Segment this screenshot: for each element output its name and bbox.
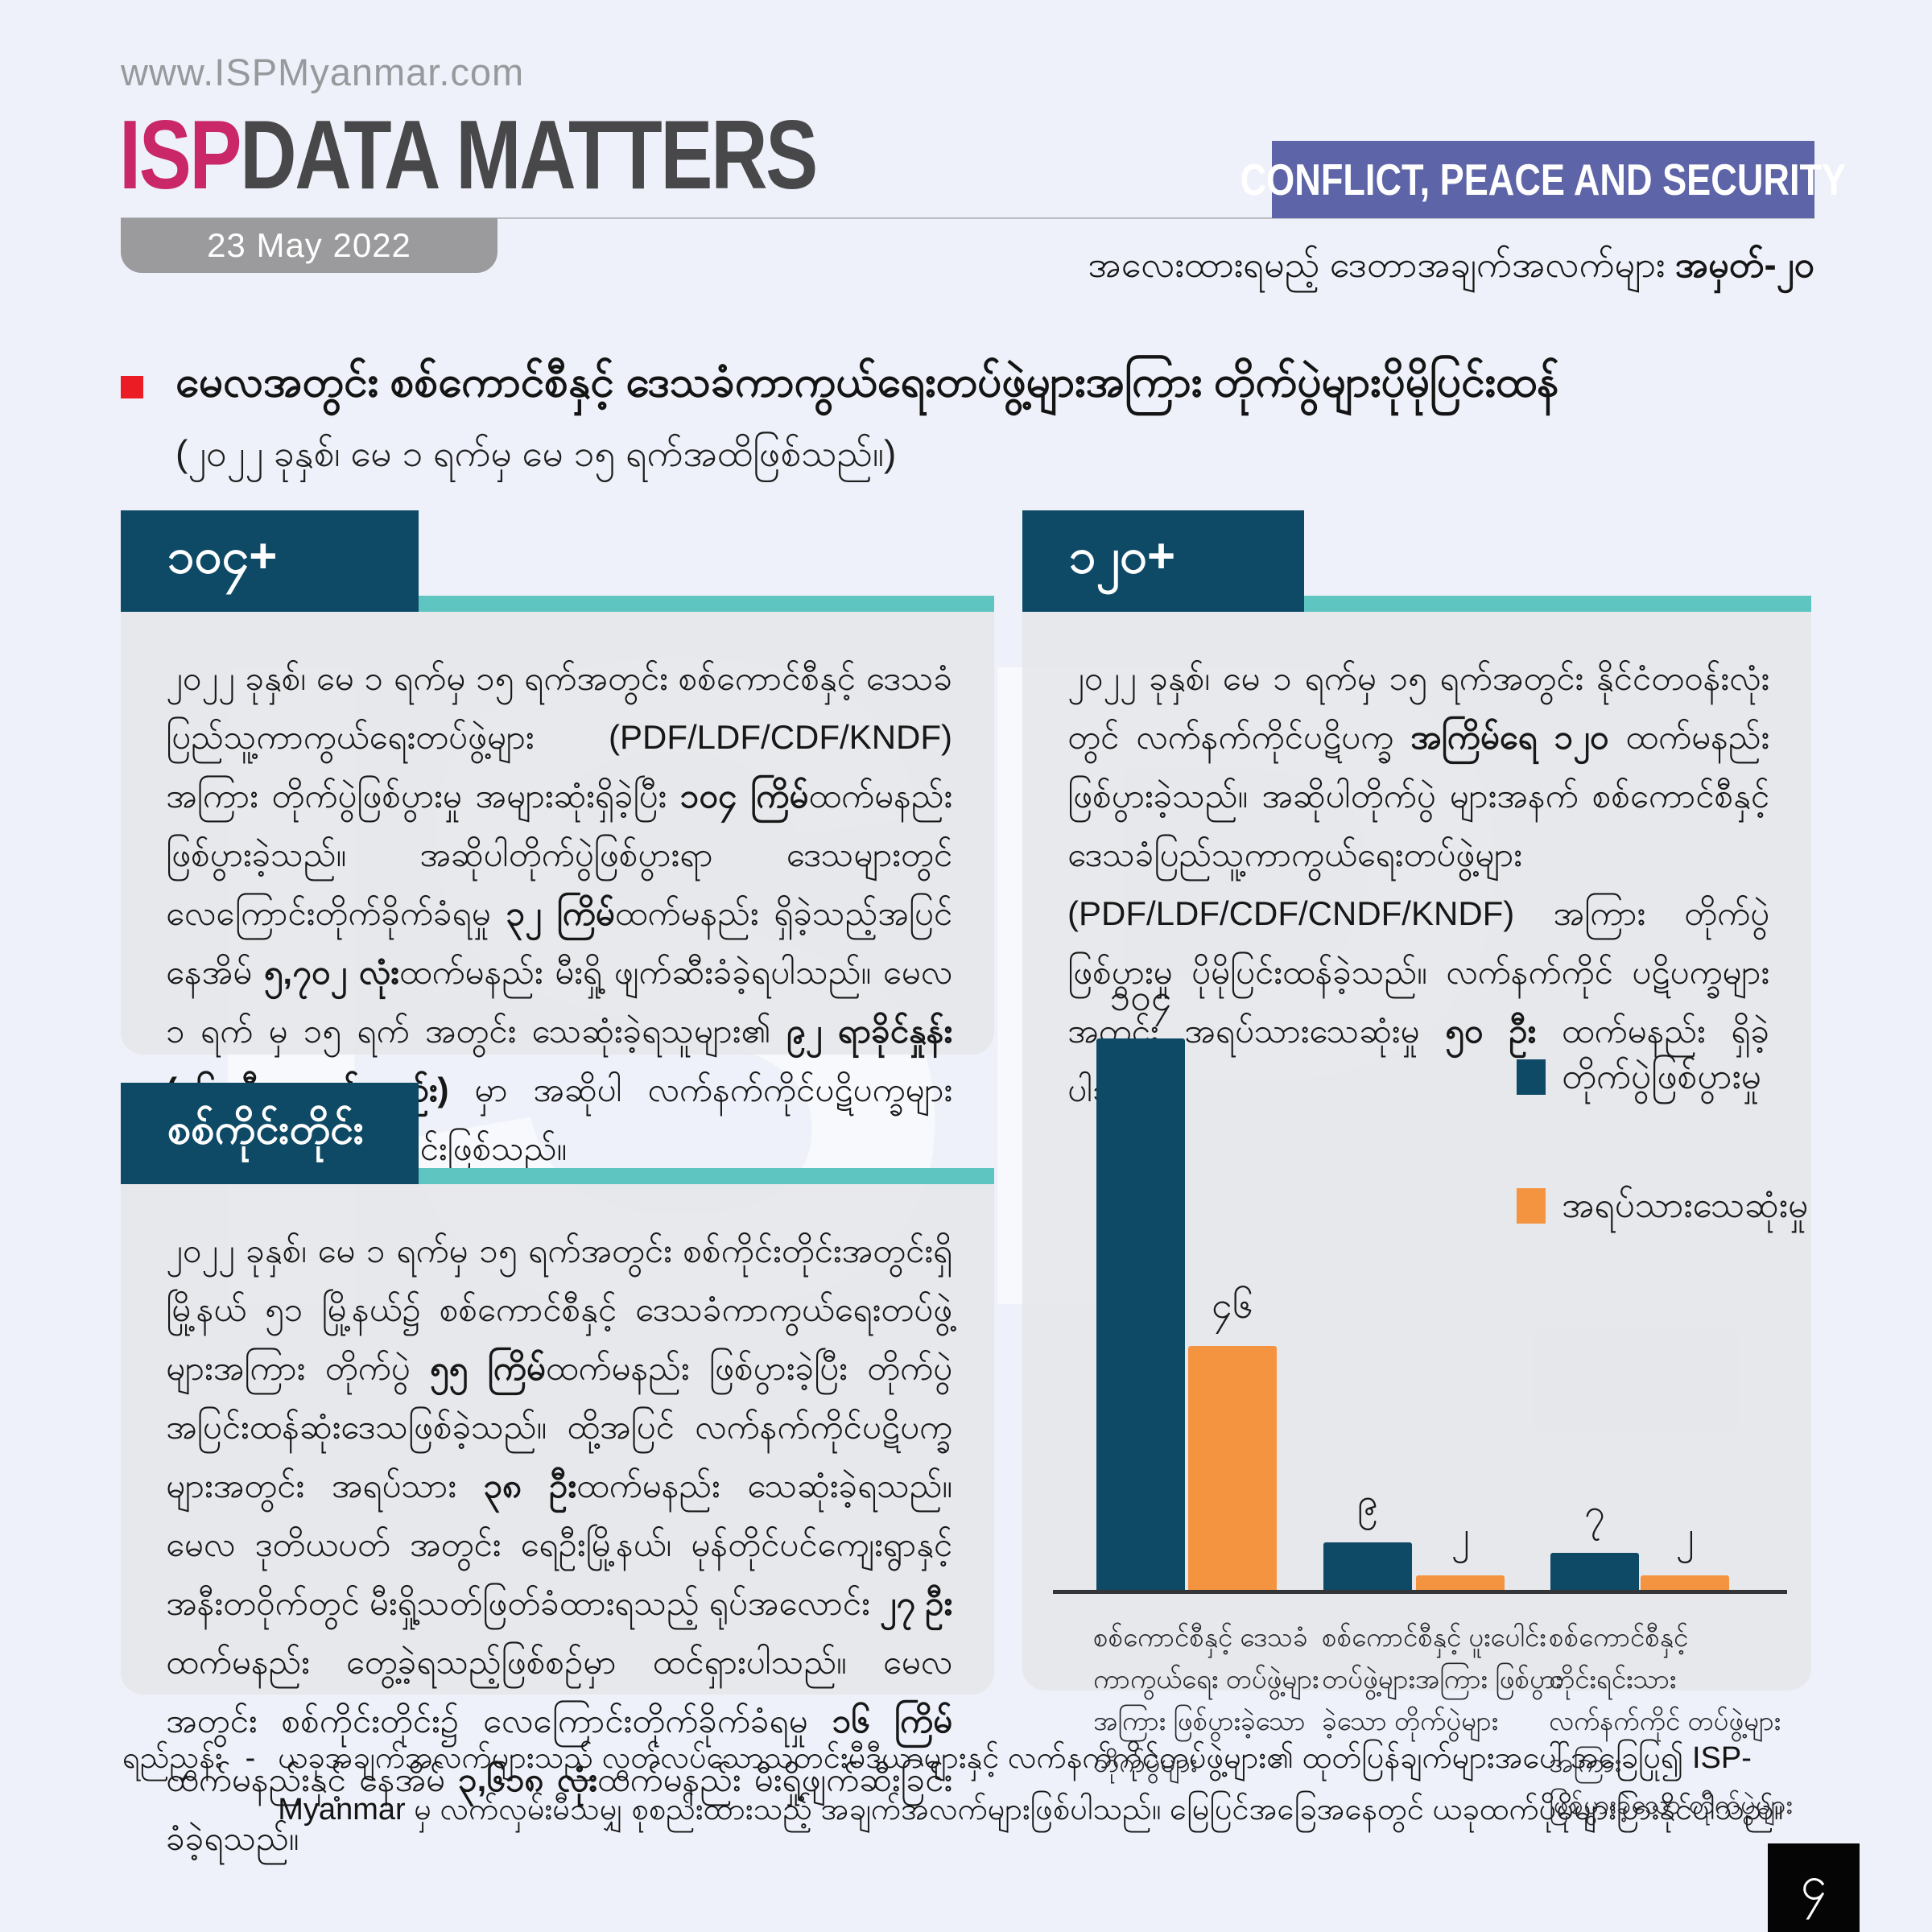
bar-rect [1096, 1038, 1185, 1590]
issue-date: 23 May 2022 [207, 226, 411, 264]
bar-group3-clashes: ၇ [1550, 1489, 1639, 1590]
brand-logo: ISPDATA MATTERS [119, 98, 818, 211]
bar-value-label: ၂ [1675, 1513, 1695, 1555]
page-number: ၄ [1800, 1856, 1827, 1909]
x-axis-label-group3: စစ်ကောင်စီနှင့် တိုင်းရင်းသား လက်နက်ကိုင… [1549, 1622, 1793, 1819]
bar-group2-deaths: ၂ [1416, 1512, 1505, 1590]
stat-paragraph-sagaing: ၂၀၂၂ ခုနှစ်၊ မေ ၁ ရက်မှ ၁၅ ရက်အတွင်း စစ်… [121, 1184, 994, 1857]
page-number-box: ၄ [1768, 1843, 1860, 1932]
bar-group2-clashes: ၉ [1323, 1479, 1412, 1590]
stat-badge-104-label: ၁၀၄+ [167, 529, 278, 583]
bar-rect [1188, 1346, 1277, 1590]
issue-number-line: အလေးထားရမည့် ဒေတာအချက်အလက်များ အမှတ်-၂၀ [1088, 244, 1814, 285]
teal-accent-bar-1 [419, 596, 994, 612]
legend-item-clashes: တိုက်ပွဲဖြစ်ပွားမှု [1517, 1055, 1761, 1106]
source-note-text: ယခုအချက်အလက်များသည် လွတ်လပ်သောသတင်းမီဒီယ… [278, 1741, 1784, 1827]
bar-value-label: ၇ [1584, 1491, 1605, 1533]
category-banner: CONFLICT, PEACE AND SECURITY [1241, 141, 1846, 218]
bar-rect [1323, 1542, 1412, 1590]
stat-badge-104: ၁၀၄+ [121, 510, 419, 612]
bar-group1-deaths: ၄၆ [1188, 1282, 1277, 1590]
source-note: ရည်ညွှန်း - ယခုအချက်အလက်များသည် လွတ်လပ်သ… [122, 1732, 1821, 1835]
teal-accent-bar-2 [1304, 596, 1811, 612]
bar-value-label: ၁၀၄ [1109, 976, 1172, 1018]
bar-value-label: ၉ [1357, 1480, 1378, 1522]
x-axis-line [1053, 1590, 1787, 1594]
stat-paragraph-104: ၂၀၂၂ ခုနှစ်၊ မေ ၁ ရက်မှ ၁၅ ရက်အတွင်း စစ်… [121, 612, 994, 1167]
source-note-label: ရည်ညွှန်း [122, 1732, 223, 1835]
category-label: CONFLICT, PEACE AND SECURITY [1240, 155, 1847, 204]
clashes-bar-chart: တိုက်ပွဲဖြစ်ပွားမှု အရပ်သားသေဆုံးမှု ၁၀၄… [1038, 976, 1808, 1819]
bar-group3-deaths: ၂ [1641, 1512, 1729, 1590]
bar-value-label: ၄၆ [1212, 1284, 1253, 1326]
brand-isp: ISP [119, 100, 242, 209]
page-title: မေလအတွင်း စစ်ကောင်စီနှင့် ဒေသခံကာကွယ်ရေး… [175, 358, 1559, 406]
bar-group1-clashes: ၁၀၄ [1096, 975, 1185, 1590]
bar-rect [1550, 1553, 1639, 1590]
header-divider [121, 217, 1814, 219]
legend-label-clashes: တိုက်ပွဲဖြစ်ပွားမှု [1562, 1057, 1761, 1096]
legend-item-civilian-deaths: အရပ်သားသေဆုံးမှု [1517, 1183, 1808, 1235]
source-note-dash: - [223, 1732, 279, 1835]
legend-swatch-orange [1517, 1188, 1546, 1224]
site-url: www.ISPMyanmar.com [121, 51, 525, 93]
issue-date-tab: 23 May 2022 [121, 218, 497, 273]
bar-rect [1641, 1575, 1729, 1590]
stat-badge-120-label: ၁၂၀+ [1069, 529, 1176, 583]
brand-data-matters: DATA MATTERS [240, 100, 818, 209]
legend-swatch-navy [1517, 1059, 1546, 1095]
x-axis-label-group1: စစ်ကောင်စီနှင့် ဒေသခံ ကာကွယ်ရေး တပ်ဖွဲ့မ… [1093, 1622, 1319, 1777]
bar-value-label: ၂ [1451, 1513, 1470, 1555]
legend-label-civilian-deaths: အရပ်သားသေဆုံးမှု [1562, 1186, 1809, 1225]
x-axis-label-group2: စစ်ကောင်စီနှင့် ပူးပေါင်း တပ်ဖွဲ့များအကြ… [1322, 1622, 1563, 1736]
bar-rect [1416, 1575, 1505, 1590]
stat-badge-sagaing: စစ်ကိုင်းတိုင်း [121, 1083, 419, 1184]
teal-accent-bar-3 [419, 1168, 994, 1184]
stat-badge-sagaing-label: စစ်ကိုင်းတိုင်း [167, 1106, 365, 1153]
title-bullet-icon [121, 376, 143, 398]
title-period: (၂၀၂၂ ခုနှစ်၊ မေ ၁ ရက်မှ မေ ၁၅ ရက်အထိဖြစ… [175, 432, 897, 474]
stat-badge-120: ၁၂၀+ [1022, 510, 1304, 612]
